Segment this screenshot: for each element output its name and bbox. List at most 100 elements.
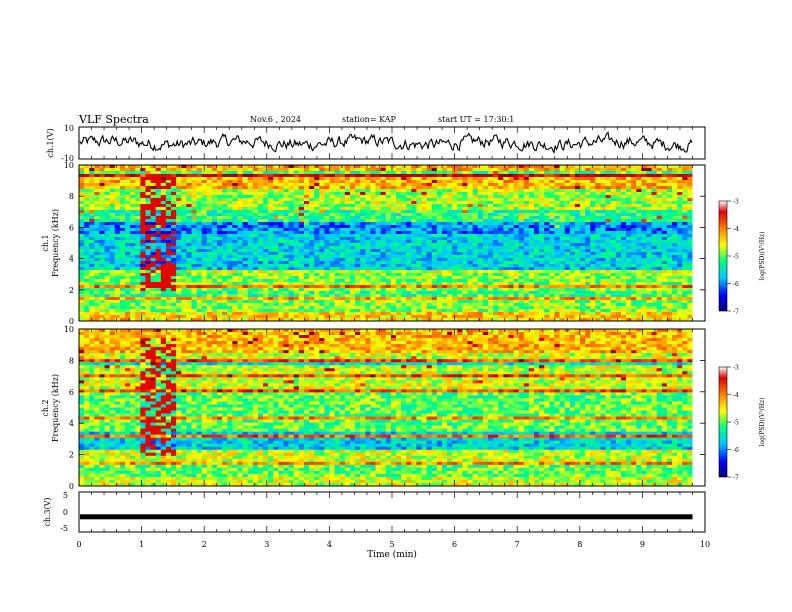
spectrogram-cell <box>431 171 438 175</box>
spectrogram-cell <box>539 246 545 250</box>
spectrogram-cell <box>411 210 417 214</box>
spectrogram-cell <box>585 198 591 202</box>
spectrogram-cell <box>140 174 146 178</box>
spectrogram-cell <box>636 258 642 262</box>
spectrogram-cell <box>135 282 141 286</box>
spectrogram-cell <box>334 168 341 172</box>
spectrogram-cell <box>503 189 509 193</box>
spectrogram-cell <box>431 285 438 289</box>
spectrogram-cell <box>375 174 382 178</box>
spectrogram-cell <box>278 180 284 184</box>
spectrogram-cell <box>631 180 637 184</box>
spectrogram-cell <box>615 228 622 232</box>
spectrogram-cell <box>160 222 167 226</box>
spectrogram-cell <box>487 276 494 280</box>
spectrogram-cell <box>395 228 402 232</box>
spectrogram-cell <box>672 219 678 223</box>
spectrogram-cell <box>508 165 514 169</box>
spectrogram-cell <box>191 201 197 205</box>
spectrogram-cell <box>590 183 596 187</box>
spectrogram-cell <box>94 237 100 241</box>
spectrogram-cell <box>682 279 688 283</box>
spectrogram-cell <box>416 273 422 277</box>
spectrogram-cell <box>508 183 514 187</box>
spectrogram-cell <box>569 255 576 259</box>
spectrogram-cell <box>498 240 504 244</box>
spectrogram-cell <box>165 264 172 268</box>
spectrogram-cell <box>395 219 402 223</box>
spectrogram-cell <box>380 264 387 268</box>
spectrogram-cell <box>528 228 535 232</box>
spectrogram-cell <box>385 279 392 283</box>
spectrogram-cell <box>314 258 320 262</box>
spectrogram-cell <box>636 246 642 250</box>
spectrogram-cell <box>426 207 433 211</box>
spectrogram-cell <box>574 204 581 208</box>
spectrogram-cell <box>211 231 218 235</box>
spectrogram-cell <box>344 240 351 244</box>
spectrogram-cell <box>176 219 182 223</box>
spectrogram-cell <box>263 246 269 250</box>
spectrogram-cell <box>395 216 402 220</box>
spectrogram-cell <box>309 225 315 229</box>
spectrogram-cell <box>171 279 177 283</box>
spectrogram-cell <box>390 279 397 283</box>
spectrogram-cell <box>84 276 90 280</box>
spectrogram-cell <box>595 225 601 229</box>
spectrogram-cell <box>626 228 632 232</box>
spectrogram-cell <box>186 216 192 220</box>
spectrogram-cell <box>130 168 136 172</box>
spectrogram-cell <box>452 243 458 247</box>
spectrogram-cell <box>626 252 632 256</box>
spectrogram-cell <box>181 234 187 238</box>
spectrogram-cell <box>523 261 530 265</box>
spectrogram-cell <box>155 270 162 274</box>
spectrogram-cell <box>620 210 627 214</box>
spectrogram-cell <box>452 219 458 223</box>
spectrogram-cell <box>467 168 474 172</box>
spectrogram-cell <box>222 201 228 205</box>
spectrogram-cell <box>79 219 85 223</box>
spectrogram-cell <box>528 192 535 196</box>
spectrogram-cell <box>503 186 509 190</box>
spectrogram-cell <box>99 198 105 202</box>
spectrogram-cell <box>580 165 586 169</box>
spectrogram-cell <box>293 165 300 169</box>
spectrogram-cell <box>309 237 315 241</box>
spectrogram-cell <box>462 219 468 223</box>
spectrogram-cell <box>467 180 474 184</box>
spectrogram-cell <box>145 165 151 169</box>
spectrogram-cell <box>518 201 525 205</box>
spectrogram-cell <box>666 183 673 187</box>
spectrogram-cell <box>605 210 612 214</box>
spectrogram-cell <box>487 177 494 181</box>
spectrogram-cell <box>94 267 100 271</box>
spectrogram-cell <box>155 228 162 232</box>
spectrogram-cell <box>355 234 361 238</box>
spectrogram-cell <box>498 195 504 199</box>
spectrogram-cell <box>176 279 182 283</box>
spectrogram-cell <box>94 258 100 262</box>
spectrogram-cell <box>135 258 141 262</box>
spectrogram-cell <box>370 225 376 229</box>
spectrogram-cell <box>360 252 366 256</box>
spectrogram-cell <box>375 228 382 232</box>
spectrogram-cell <box>196 270 203 274</box>
spectrogram-cell <box>610 258 617 262</box>
spectrogram-cell <box>94 228 100 232</box>
spectrogram-cell <box>375 252 382 256</box>
spectrogram-cell <box>600 282 606 286</box>
spectrogram-cell <box>646 198 652 202</box>
spectrogram-cell <box>656 276 663 280</box>
spectrogram-cell <box>227 171 233 175</box>
spectrogram-cell <box>487 228 494 232</box>
spectrogram-cell <box>498 228 504 232</box>
spectrogram-cell <box>217 255 223 259</box>
spectrogram-cell <box>600 261 606 265</box>
spectrogram-cell <box>585 183 591 187</box>
spectrogram-cell <box>365 252 371 256</box>
spectrogram-cell <box>477 219 484 223</box>
spectrogram-cell <box>677 261 683 265</box>
spectrogram-cell <box>452 246 458 250</box>
spectrogram-cell <box>288 273 295 277</box>
